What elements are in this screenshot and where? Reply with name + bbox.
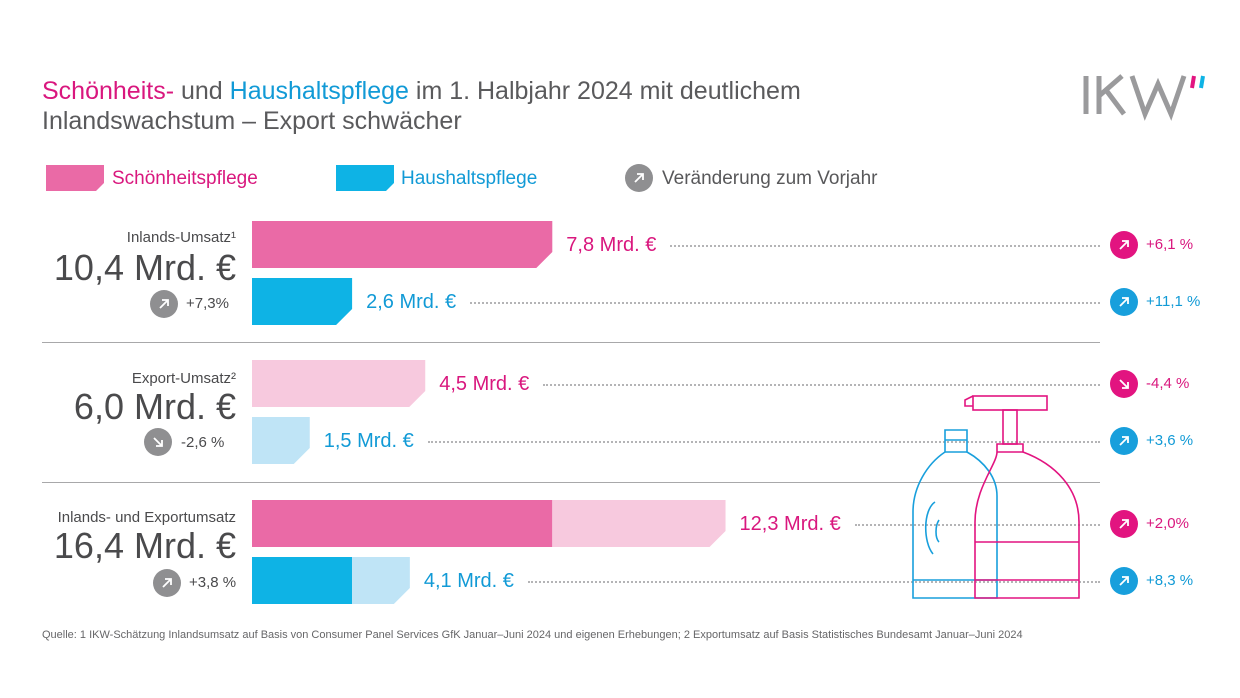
arrow-down-right-icon	[1110, 370, 1138, 398]
change-percent-label: +11,1 %	[1146, 293, 1201, 310]
bar-segment-export	[552, 500, 726, 547]
bar-segment-domestic	[252, 557, 353, 604]
ikw-logo	[1082, 72, 1212, 122]
arrow-up-right-icon	[1110, 510, 1138, 538]
bottles-illustration	[905, 392, 1085, 609]
bar-value-label: 7,8 Mrd. €	[566, 234, 657, 256]
change-percent-label: +8,3 %	[1146, 572, 1194, 589]
group-total-arrow-up-icon	[153, 569, 181, 597]
dotted-leader	[527, 581, 1100, 583]
bar-segment-export	[352, 557, 410, 604]
group-export-arrow-down-icon	[144, 428, 172, 456]
arrow-up-right-icon	[1110, 231, 1138, 259]
group-total-total: 16,4 Mrd. €	[53, 525, 236, 566]
group-total-change: +3,8 %	[189, 574, 237, 591]
group-domestic-label: Inlands-Umsatz¹	[126, 229, 236, 246]
page-title: Schönheits- und Haushaltspflege im 1. Ha…	[42, 76, 942, 136]
legend-change-label: Veränderung zum Vorjahr	[662, 168, 878, 189]
bar	[252, 278, 353, 325]
legend-household-label: Haushaltspflege	[401, 168, 538, 189]
dotted-leader	[427, 441, 1100, 443]
legend-beauty-label: Schönheitspflege	[112, 168, 258, 189]
divider	[42, 482, 1100, 483]
bar-value-label: 4,1 Mrd. €	[423, 570, 514, 592]
change-percent-label: +6,1 %	[1146, 236, 1194, 253]
group-domestic-total: 10,4 Mrd. €	[53, 247, 236, 288]
title-and: und	[174, 77, 230, 105]
title-rest: im 1. Halbjahr 2024 mit deutlichem	[408, 77, 801, 105]
change-percent-label: -4,4 %	[1146, 375, 1190, 392]
legend-household-swatch	[336, 165, 394, 191]
group-export-change: -2,6 %	[181, 434, 225, 451]
bar-value-label: 2,6 Mrd. €	[366, 291, 457, 313]
footnote: Quelle: 1 IKW-Schätzung Inlandsumsatz au…	[42, 629, 1023, 641]
arrow-up-right-icon	[1110, 567, 1138, 595]
arrow-up-right-icon	[1110, 288, 1138, 316]
group-domestic-arrow-up-icon	[150, 290, 178, 318]
title-line-2: Inlandswachstum – Export schwächer	[42, 107, 462, 135]
bar	[252, 221, 553, 268]
change-percent-label: +2,0%	[1146, 515, 1189, 532]
bar-segment-domestic	[252, 500, 553, 547]
bar	[252, 360, 426, 407]
dotted-leader	[543, 384, 1100, 386]
group-domestic-change: +7,3%	[186, 295, 229, 312]
title-household: Haushaltspflege	[229, 77, 409, 105]
group-total-label: Inlands- und Exportumsatz	[57, 509, 236, 526]
bar-value-label: 4,5 Mrd. €	[439, 373, 530, 395]
title-beauty: Schönheits-	[42, 77, 175, 105]
dotted-leader	[670, 245, 1100, 247]
legend-beauty-swatch	[46, 165, 104, 191]
title-line-1: Schönheits- und Haushaltspflege im 1. Ha…	[42, 76, 942, 106]
bar	[252, 417, 310, 464]
bar-value-label: 12,3 Mrd. €	[739, 513, 841, 535]
change-percent-label: +3,6 %	[1146, 432, 1194, 449]
dotted-leader	[854, 524, 1100, 526]
group-export-label: Export-Umsatz²	[131, 370, 236, 387]
group-export-total: 6,0 Mrd. €	[73, 386, 236, 427]
legend-change-arrow-icon	[625, 164, 653, 192]
divider	[42, 342, 1100, 343]
arrow-up-right-icon	[1110, 427, 1138, 455]
bar-value-label: 1,5 Mrd. €	[323, 430, 414, 452]
dotted-leader	[470, 302, 1100, 304]
